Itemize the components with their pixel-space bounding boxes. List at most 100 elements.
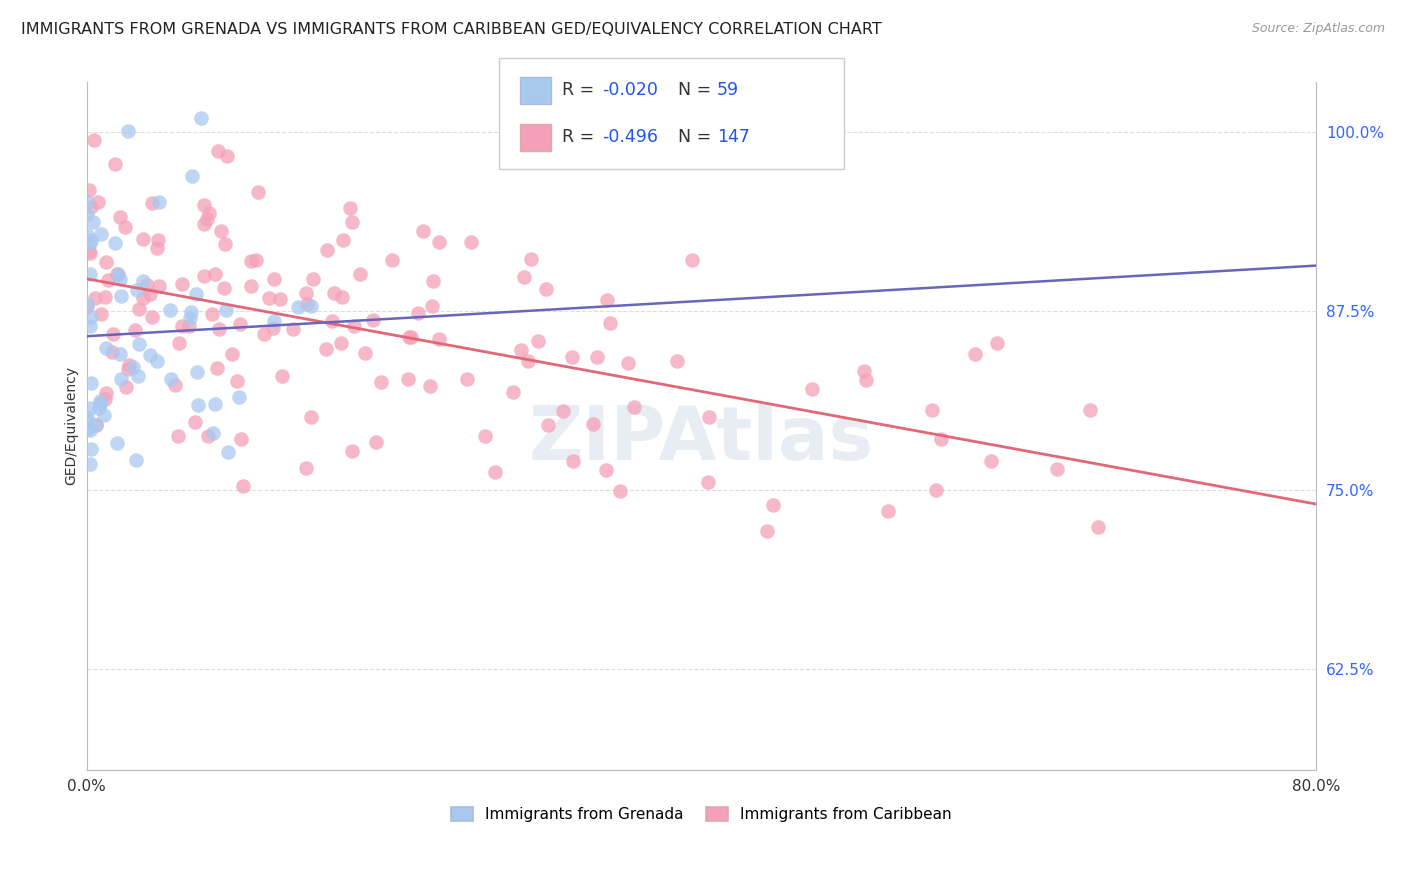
Point — [193, 217, 215, 231]
Point — [484, 465, 506, 479]
Point — [80, 310, 103, 324]
Point — [609, 483, 631, 498]
Text: Source: ZipAtlas.com: Source: ZipAtlas.com — [1251, 22, 1385, 36]
Point — [229, 317, 252, 331]
Point — [118, 358, 141, 372]
Point — [94, 255, 117, 269]
Point — [596, 293, 619, 307]
Point — [139, 287, 162, 301]
Point — [330, 290, 353, 304]
Point — [231, 432, 253, 446]
Point — [93, 408, 115, 422]
Point — [321, 314, 343, 328]
Point — [90, 307, 112, 321]
Point — [128, 301, 150, 316]
Point — [184, 287, 207, 301]
Point — [204, 397, 226, 411]
Point — [204, 268, 226, 282]
Point — [160, 372, 183, 386]
Point — [193, 268, 215, 283]
Point — [94, 392, 117, 406]
Point — [108, 347, 131, 361]
Point — [146, 233, 169, 247]
Point — [456, 372, 478, 386]
Point — [89, 393, 111, 408]
Text: -0.496: -0.496 — [602, 128, 658, 146]
Point — [101, 326, 124, 341]
Point — [562, 453, 585, 467]
Point — [419, 379, 441, 393]
Point — [412, 224, 434, 238]
Point — [536, 282, 558, 296]
Point — [167, 336, 190, 351]
Point — [76, 410, 98, 425]
Point — [214, 237, 236, 252]
Point — [228, 390, 250, 404]
Point — [209, 224, 232, 238]
Point — [212, 280, 235, 294]
Point — [396, 372, 419, 386]
Point — [83, 291, 105, 305]
Point — [125, 283, 148, 297]
Point — [80, 376, 103, 390]
Point — [163, 378, 186, 392]
Point — [1078, 403, 1101, 417]
Point — [399, 330, 422, 344]
Point — [217, 149, 239, 163]
Point — [225, 374, 247, 388]
Point — [474, 429, 496, 443]
Point — [299, 299, 322, 313]
Point — [145, 241, 167, 255]
Point — [107, 267, 129, 281]
Point — [94, 341, 117, 355]
Point — [87, 401, 110, 415]
Point — [104, 157, 127, 171]
Point — [79, 457, 101, 471]
Text: R =: R = — [562, 128, 600, 146]
Point — [253, 327, 276, 342]
Point — [340, 215, 363, 229]
Point — [408, 305, 430, 319]
Point — [239, 254, 262, 268]
Point — [77, 183, 100, 197]
Point — [100, 345, 122, 359]
Point — [354, 346, 377, 360]
Point — [110, 371, 132, 385]
Text: 147: 147 — [717, 128, 749, 146]
Point — [205, 361, 228, 376]
Point — [198, 206, 221, 220]
Point — [80, 233, 103, 247]
Point — [370, 375, 392, 389]
Point — [80, 442, 103, 456]
Point — [295, 285, 318, 300]
Point — [420, 299, 443, 313]
Point — [121, 359, 143, 374]
Point — [283, 322, 305, 336]
Point — [366, 435, 388, 450]
Point — [84, 417, 107, 432]
Point — [537, 418, 560, 433]
Point — [427, 332, 450, 346]
Point — [167, 429, 190, 443]
Point — [599, 316, 621, 330]
Point — [349, 267, 371, 281]
Point — [215, 302, 238, 317]
Point — [271, 368, 294, 383]
Point — [201, 426, 224, 441]
Point — [141, 310, 163, 324]
Point — [762, 498, 785, 512]
Point — [104, 235, 127, 250]
Text: N =: N = — [678, 81, 717, 99]
Point — [90, 227, 112, 241]
Point — [172, 277, 194, 291]
Point — [581, 417, 603, 432]
Point — [263, 272, 285, 286]
Point — [80, 200, 103, 214]
Point — [925, 483, 948, 497]
Point — [262, 321, 284, 335]
Point — [190, 111, 212, 125]
Point — [159, 302, 181, 317]
Point — [269, 292, 291, 306]
Point — [756, 524, 779, 538]
Point — [295, 297, 318, 311]
